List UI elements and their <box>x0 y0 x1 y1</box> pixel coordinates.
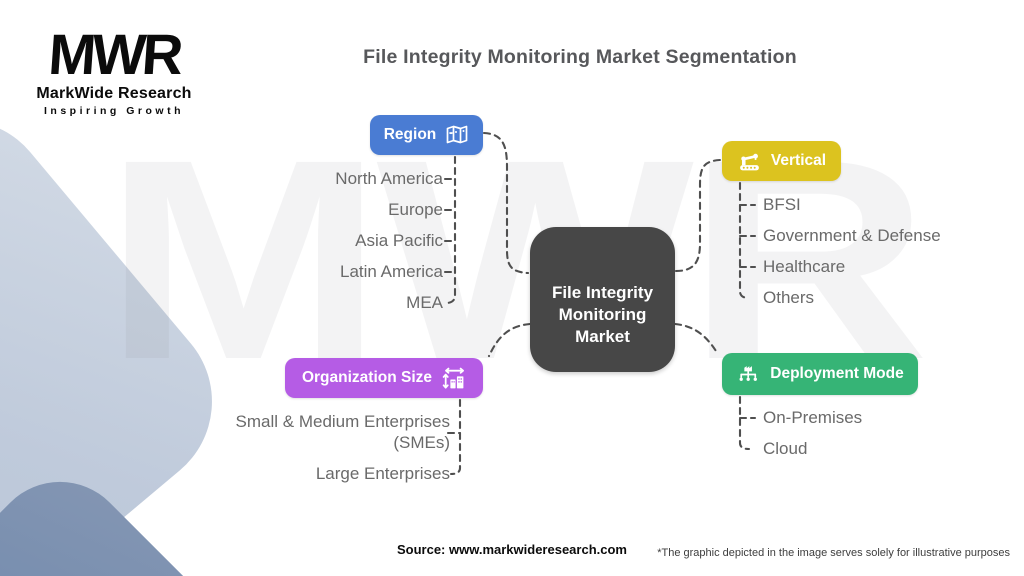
disclaimer-text: *The graphic depicted in the image serve… <box>657 547 1010 559</box>
list-item-organization-size: Small & Medium Enterprises (SMEs) <box>235 412 450 452</box>
segment-label-deployment-mode: Deployment Mode <box>770 365 904 382</box>
list-item-vertical: Government & Defense <box>763 226 941 245</box>
segment-node-region: Region <box>370 115 483 155</box>
list-item-vertical: Others <box>763 288 815 307</box>
list-item-vertical: BFSI <box>763 195 801 214</box>
center-market-node: File Integrity Monitoring Market <box>530 227 675 372</box>
map-icon <box>446 125 468 144</box>
segment-node-organization-size: Organization Size <box>285 358 483 398</box>
list-item-deployment-mode: Cloud <box>763 439 808 458</box>
list-item-region: Latin America <box>340 262 443 281</box>
segment-label-region: Region <box>383 126 437 143</box>
list-item-region: North America <box>335 169 443 188</box>
brand-tagline: Inspiring Growth <box>44 105 184 117</box>
center-market-label: File Integrity Monitoring Market <box>551 282 654 346</box>
source-text: Source: www.markwideresearch.com <box>396 542 627 557</box>
list-item-organization-size: Large Enterprises <box>315 464 450 483</box>
list-item-region: Asia Pacific <box>355 231 443 250</box>
segment-node-vertical: Vertical <box>722 141 841 181</box>
list-item-region: MEA <box>406 293 443 312</box>
list-item-deployment-mode: On-Premises <box>763 408 863 427</box>
list-item-vertical: Healthcare <box>763 257 846 276</box>
brand-name: MarkWide Research <box>36 85 192 102</box>
segment-node-deployment-mode: Deployment Mode <box>722 353 918 395</box>
page-title: File Integrity Monitoring Market Segment… <box>363 46 797 68</box>
segment-label-organization-size: Organization Size <box>301 369 433 386</box>
list-item-region: Europe <box>388 200 443 219</box>
measure-icon <box>442 367 464 389</box>
segment-label-vertical: Vertical <box>770 152 827 169</box>
sitemap-icon <box>739 365 758 381</box>
brand-logo: MWR MarkWide Research Inspiring Growth <box>30 23 198 117</box>
crane-icon <box>740 153 759 170</box>
